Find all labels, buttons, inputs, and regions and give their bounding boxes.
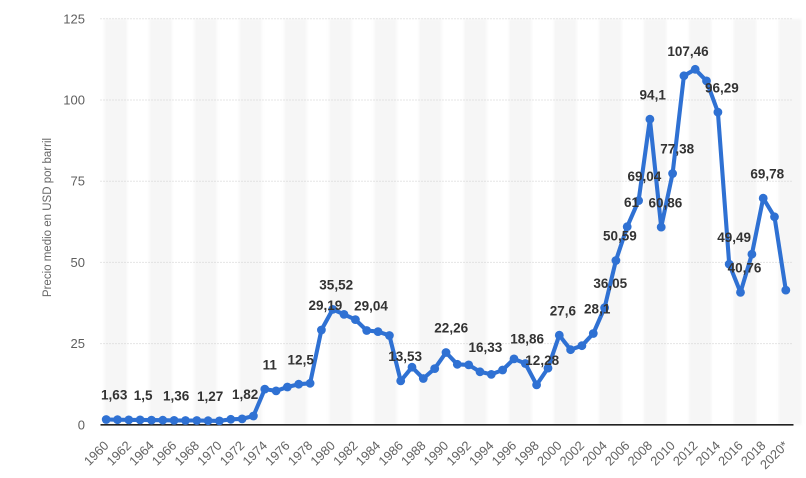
svg-text:29,04: 29,04 (354, 299, 388, 314)
svg-text:36,05: 36,05 (593, 276, 627, 291)
svg-text:107,46: 107,46 (667, 44, 709, 59)
svg-text:18,86: 18,86 (510, 332, 544, 347)
svg-text:Precio medio en USD por barril: Precio medio en USD por barril (42, 138, 54, 297)
svg-text:22,26: 22,26 (434, 321, 468, 336)
svg-text:125: 125 (63, 11, 85, 26)
svg-text:25: 25 (71, 336, 85, 351)
svg-text:13,53: 13,53 (388, 349, 422, 364)
svg-text:1,36: 1,36 (163, 389, 190, 404)
svg-text:1,5: 1,5 (134, 388, 153, 403)
svg-text:77,38: 77,38 (660, 142, 694, 157)
svg-text:69,04: 69,04 (628, 169, 662, 184)
svg-text:35,52: 35,52 (319, 278, 353, 293)
svg-text:29,19: 29,19 (309, 298, 343, 313)
svg-text:0: 0 (78, 417, 85, 432)
svg-text:11: 11 (263, 357, 278, 372)
svg-text:69,78: 69,78 (750, 166, 784, 181)
svg-text:16,33: 16,33 (469, 340, 503, 355)
svg-text:1,82: 1,82 (232, 387, 258, 402)
svg-text:50: 50 (71, 255, 85, 270)
svg-text:50,59: 50,59 (603, 229, 637, 244)
svg-text:1,27: 1,27 (197, 389, 223, 404)
svg-text:40,76: 40,76 (728, 261, 762, 276)
svg-text:61: 61 (624, 195, 640, 210)
svg-text:12,28: 12,28 (525, 353, 559, 368)
svg-text:94,1: 94,1 (640, 87, 667, 102)
svg-text:12,5: 12,5 (288, 352, 315, 367)
svg-text:27,6: 27,6 (550, 303, 577, 318)
svg-text:60,86: 60,86 (649, 195, 683, 210)
svg-text:49,49: 49,49 (717, 230, 751, 245)
svg-text:100: 100 (63, 93, 85, 108)
svg-text:96,29: 96,29 (705, 80, 739, 95)
svg-text:1,63: 1,63 (101, 388, 128, 403)
svg-text:28,1: 28,1 (584, 302, 611, 317)
svg-text:75: 75 (71, 174, 85, 189)
